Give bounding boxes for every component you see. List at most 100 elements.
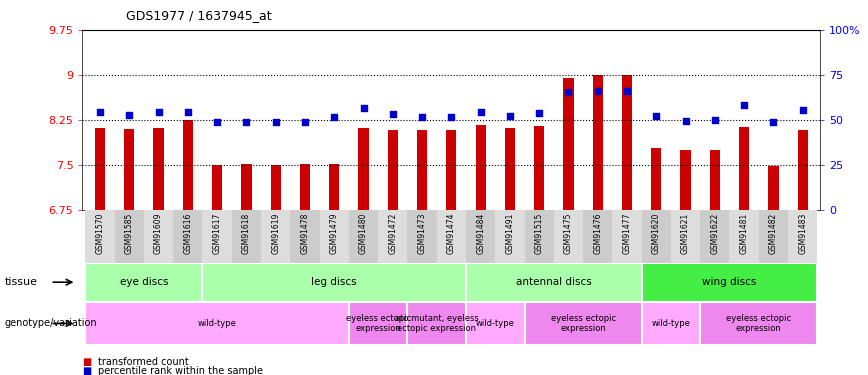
Text: wing discs: wing discs xyxy=(702,277,757,287)
Text: GSM91617: GSM91617 xyxy=(213,213,221,254)
Bar xyxy=(183,120,193,210)
Bar xyxy=(700,302,818,345)
Text: GSM91515: GSM91515 xyxy=(535,213,543,254)
Bar xyxy=(710,150,720,210)
Bar xyxy=(563,78,574,210)
Point xyxy=(796,107,810,113)
Point xyxy=(386,111,400,117)
Bar xyxy=(290,210,319,262)
Text: antennal discs: antennal discs xyxy=(516,277,592,287)
Bar xyxy=(651,148,661,210)
Point xyxy=(357,105,371,111)
Bar xyxy=(261,210,290,262)
Bar xyxy=(85,302,349,345)
Bar xyxy=(212,165,222,210)
Bar xyxy=(358,128,369,210)
Bar xyxy=(739,127,749,210)
Text: wild-type: wild-type xyxy=(198,319,237,328)
Text: eyeless ectopic
expression: eyeless ectopic expression xyxy=(727,314,792,333)
Bar xyxy=(524,302,641,345)
Bar xyxy=(759,210,788,262)
Point xyxy=(152,109,166,115)
Text: GSM91474: GSM91474 xyxy=(447,213,456,254)
Bar xyxy=(641,210,671,262)
Text: GSM91480: GSM91480 xyxy=(359,213,368,254)
Point xyxy=(444,114,458,120)
Text: percentile rank within the sample: percentile rank within the sample xyxy=(98,366,263,375)
Bar xyxy=(798,130,808,210)
Text: GSM91621: GSM91621 xyxy=(681,213,690,254)
Point xyxy=(766,119,780,125)
Point xyxy=(240,119,253,125)
Text: transformed count: transformed count xyxy=(98,357,189,367)
Bar xyxy=(496,210,524,262)
Bar xyxy=(232,210,261,262)
Bar xyxy=(174,210,202,262)
Bar xyxy=(466,262,641,302)
Text: ato mutant, eyeless
ectopic expression: ato mutant, eyeless ectopic expression xyxy=(395,314,478,333)
Bar xyxy=(202,210,232,262)
Text: GSM91622: GSM91622 xyxy=(710,213,720,254)
Text: GSM91475: GSM91475 xyxy=(564,213,573,254)
Text: GSM91472: GSM91472 xyxy=(388,213,398,254)
Text: ■: ■ xyxy=(82,366,92,375)
Bar xyxy=(388,130,398,210)
Text: GSM91477: GSM91477 xyxy=(622,213,632,254)
Point xyxy=(737,102,751,108)
Bar xyxy=(349,210,378,262)
Text: GSM91491: GSM91491 xyxy=(505,213,515,254)
Text: GSM91570: GSM91570 xyxy=(95,213,104,254)
Text: GSM91609: GSM91609 xyxy=(155,213,163,254)
Bar xyxy=(407,302,466,345)
Text: wild-type: wild-type xyxy=(476,319,515,328)
Point xyxy=(620,88,634,94)
Text: GSM91476: GSM91476 xyxy=(593,213,602,254)
Bar xyxy=(729,210,759,262)
Text: eyeless ectopic
expression: eyeless ectopic expression xyxy=(345,314,411,333)
Bar xyxy=(613,210,641,262)
Bar xyxy=(700,210,729,262)
Text: GSM91484: GSM91484 xyxy=(477,213,485,254)
Text: GSM91483: GSM91483 xyxy=(799,213,807,254)
Bar xyxy=(505,128,515,210)
Bar xyxy=(124,129,135,210)
Text: GSM91616: GSM91616 xyxy=(183,213,193,254)
Bar xyxy=(641,262,818,302)
Point xyxy=(327,114,341,120)
Point xyxy=(269,119,283,125)
Point xyxy=(503,113,516,119)
Bar xyxy=(407,210,437,262)
Bar xyxy=(202,262,466,302)
Text: GSM91482: GSM91482 xyxy=(769,213,778,254)
Point xyxy=(210,119,224,125)
Text: ■: ■ xyxy=(82,357,92,367)
Bar xyxy=(144,210,174,262)
Bar xyxy=(671,210,700,262)
Text: GSM91478: GSM91478 xyxy=(300,213,310,254)
Text: GSM91620: GSM91620 xyxy=(652,213,661,254)
Bar xyxy=(271,165,281,210)
Point xyxy=(591,88,605,94)
Text: tissue: tissue xyxy=(4,277,37,287)
Bar xyxy=(329,164,339,210)
Bar xyxy=(554,210,583,262)
Text: GSM91473: GSM91473 xyxy=(418,213,426,254)
Text: eye discs: eye discs xyxy=(120,277,168,287)
Bar xyxy=(378,210,407,262)
Bar xyxy=(85,210,115,262)
Point xyxy=(679,118,693,124)
Text: GSM91479: GSM91479 xyxy=(330,213,339,254)
Text: wild-type: wild-type xyxy=(652,319,690,328)
Text: GSM91585: GSM91585 xyxy=(125,213,134,254)
Bar xyxy=(476,125,486,210)
Bar xyxy=(466,302,524,345)
Text: eyeless ectopic
expression: eyeless ectopic expression xyxy=(550,314,615,333)
Point xyxy=(532,110,546,116)
Bar xyxy=(446,130,457,210)
Bar xyxy=(437,210,466,262)
Point xyxy=(298,119,312,125)
Point xyxy=(415,114,429,120)
Bar xyxy=(621,75,632,210)
Bar xyxy=(466,210,496,262)
Bar xyxy=(641,302,700,345)
